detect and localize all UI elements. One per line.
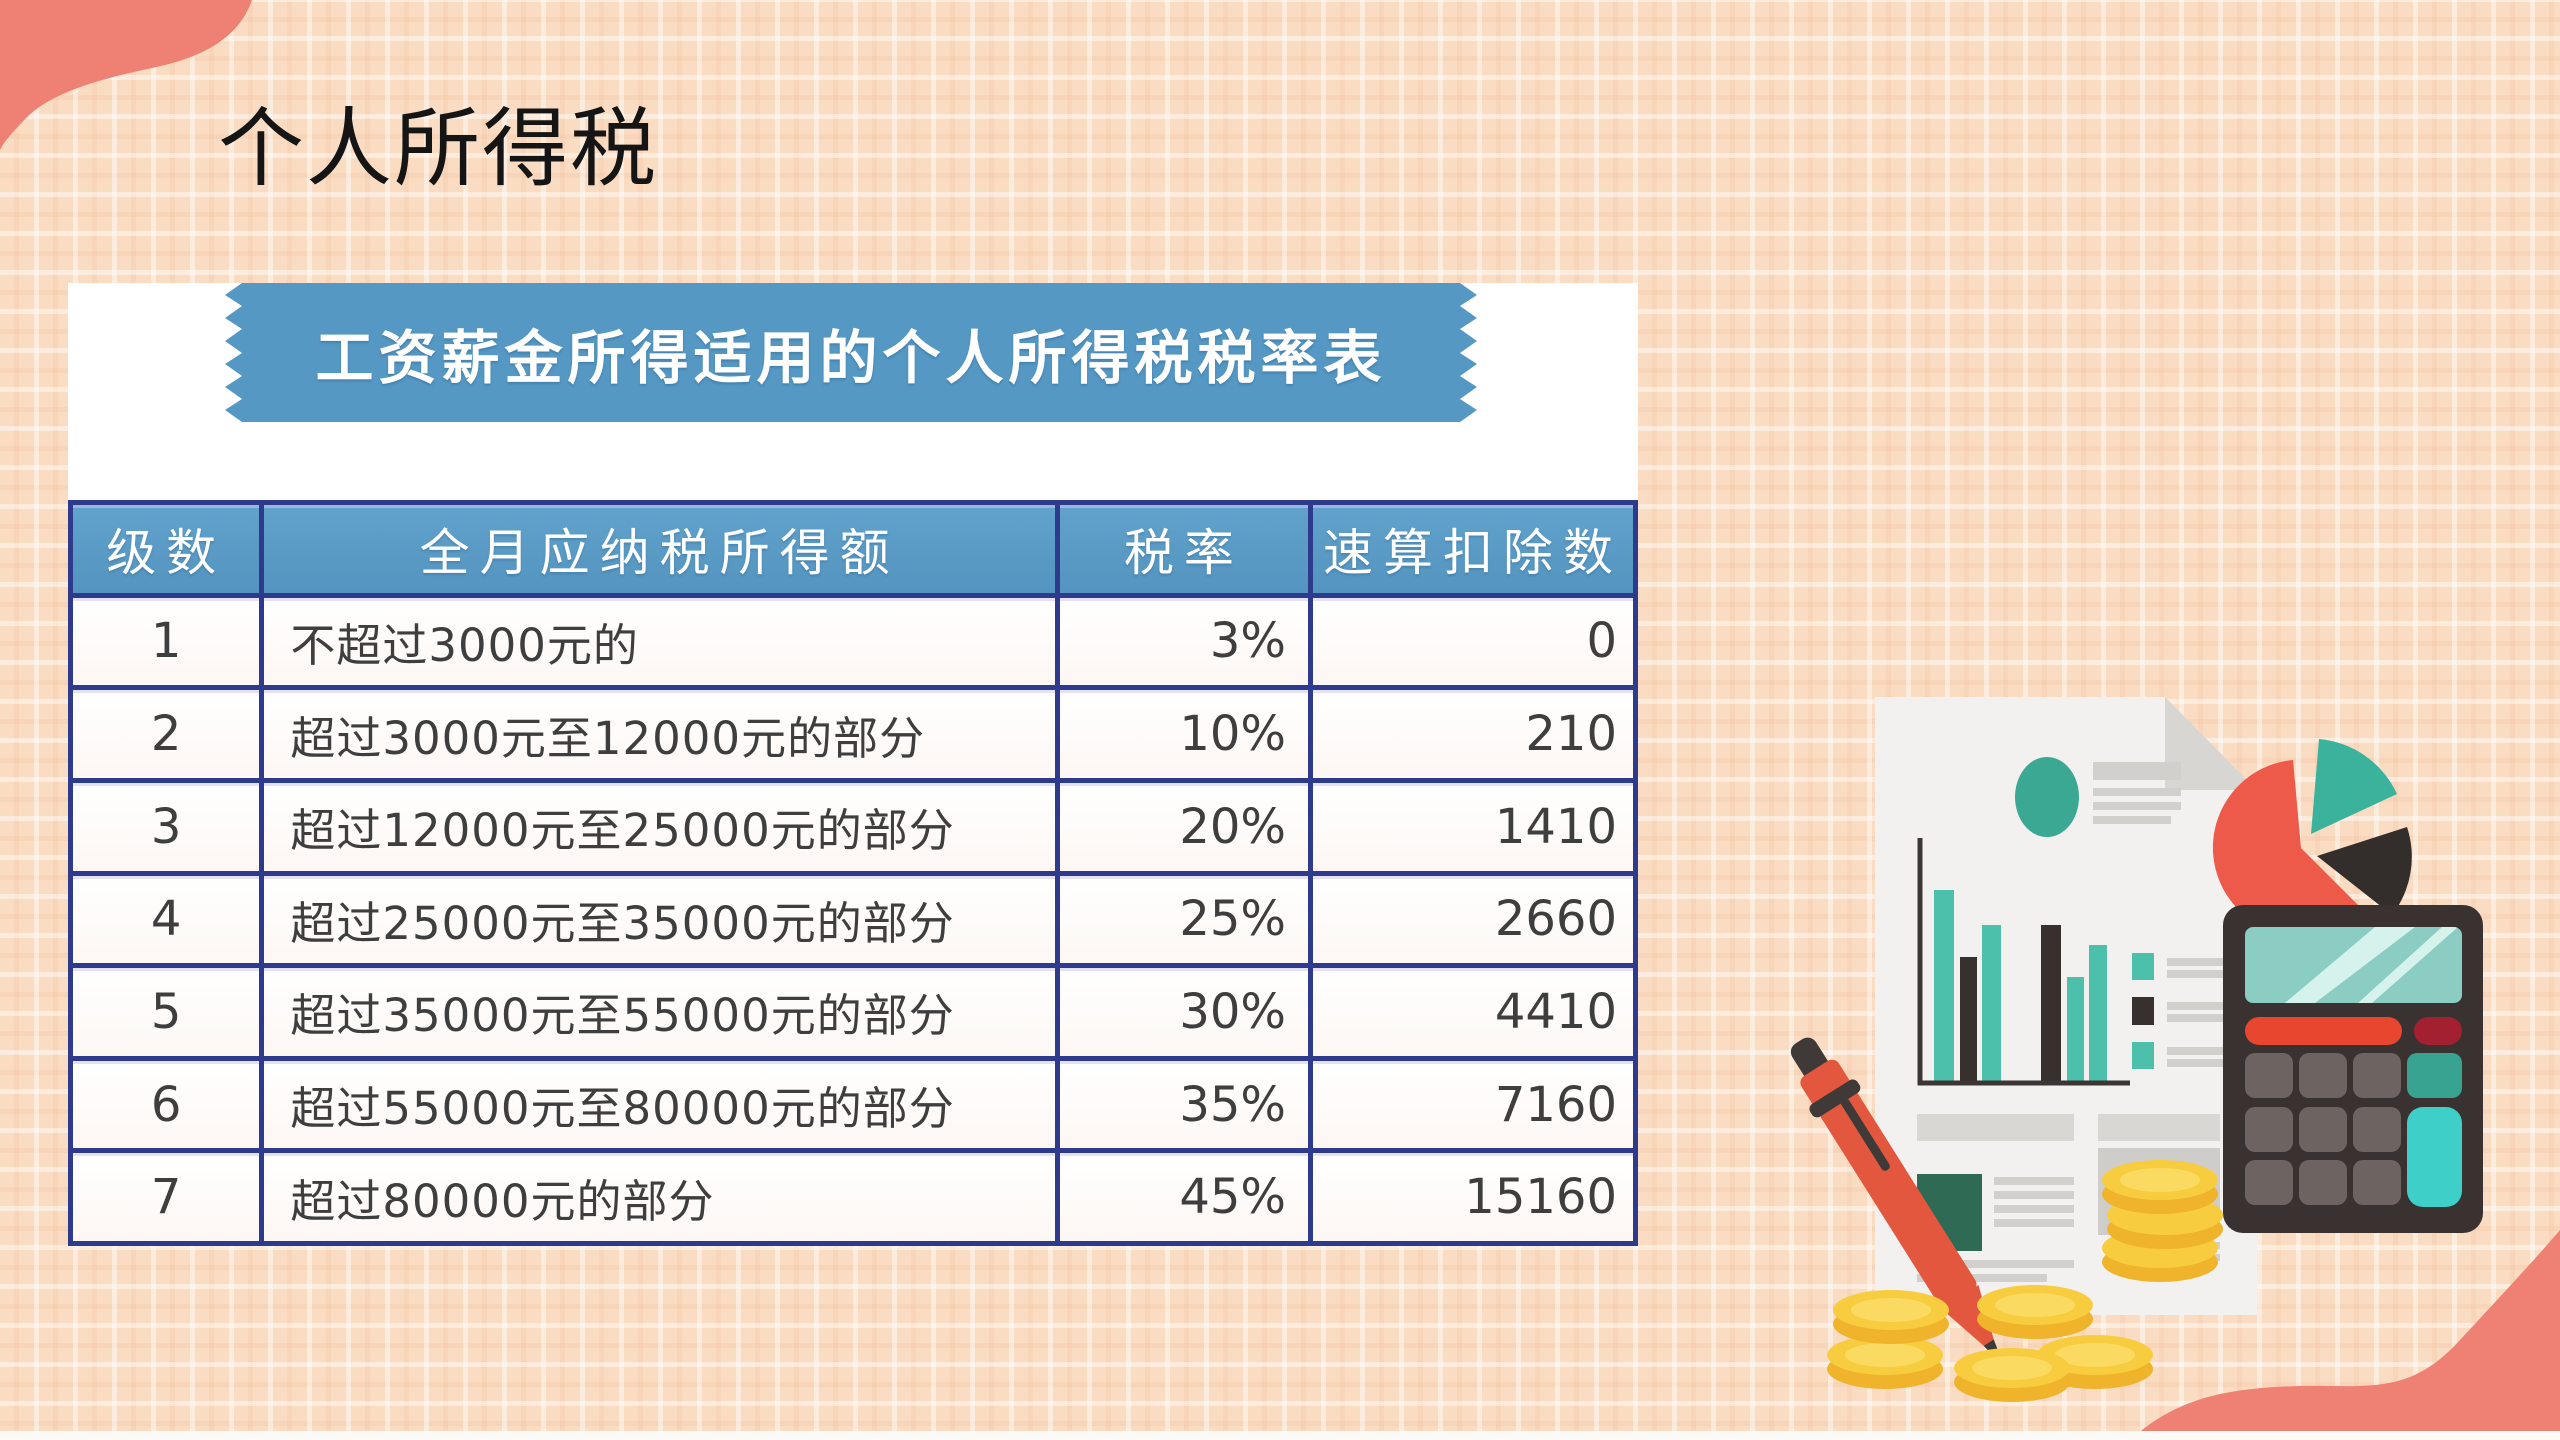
- cell-deduction: 0: [1313, 597, 1633, 686]
- cell-deduction: 210: [1313, 690, 1633, 778]
- cell-rate: 3%: [1059, 597, 1309, 686]
- bottom-edge-strip: [0, 1431, 2560, 1440]
- banner-title: 工资薪金所得适用的个人所得税税率表: [315, 323, 1387, 392]
- corner-blob-bottom-right: [2130, 1230, 2560, 1440]
- cell-level: 4: [73, 875, 260, 964]
- cell-rate: 25%: [1059, 875, 1309, 964]
- cell-rate: 35%: [1059, 1060, 1309, 1149]
- cell-rate: 30%: [1059, 968, 1309, 1056]
- tax-rate-table: 级数 全月应纳税所得额 税率 速算扣除数 1 不超过3000元的 3% 0 2 …: [68, 500, 1638, 1246]
- cell-rate: 45%: [1059, 1153, 1309, 1241]
- coins-icon: [1827, 1160, 2223, 1402]
- cell-deduction: 7160: [1313, 1060, 1633, 1149]
- header-cell-bracket: 全月应纳税所得额: [264, 505, 1055, 593]
- header-cell-deduction: 速算扣除数: [1313, 505, 1633, 593]
- table-panel: 工资薪金所得适用的个人所得税税率表 级数 全月应纳税所得额 税率 速算扣除数 1…: [68, 283, 1638, 1246]
- header-cell-rate: 税率: [1059, 505, 1309, 593]
- cell-deduction: 1410: [1313, 782, 1633, 871]
- bar-chart-icon: [1917, 838, 2130, 1086]
- cell-bracket: 超过80000元的部分: [264, 1153, 1055, 1241]
- ribbon-banner: 工资薪金所得适用的个人所得税税率表: [225, 283, 1477, 422]
- page-title: 个人所得税: [218, 99, 658, 199]
- cell-level: 3: [73, 782, 260, 871]
- pen-icon: [1790, 1037, 2001, 1361]
- cell-level: 7: [73, 1153, 260, 1241]
- finance-illustration: [1790, 697, 2483, 1402]
- cell-bracket: 超过12000元至25000元的部分: [264, 782, 1055, 871]
- cell-bracket: 超过35000元至55000元的部分: [264, 968, 1055, 1056]
- cell-level: 6: [73, 1060, 260, 1149]
- cell-level: 1: [73, 597, 260, 686]
- calculator-icon: [2223, 905, 2483, 1233]
- pie-chart-icon: [2212, 739, 2412, 936]
- cell-deduction: 15160: [1313, 1153, 1633, 1241]
- cell-bracket: 超过55000元至80000元的部分: [264, 1060, 1055, 1149]
- cell-rate: 20%: [1059, 782, 1309, 871]
- cell-bracket: 不超过3000元的: [264, 597, 1055, 686]
- cell-bracket: 超过25000元至35000元的部分: [264, 875, 1055, 964]
- cell-rate: 10%: [1059, 690, 1309, 778]
- cell-bracket: 超过3000元至12000元的部分: [264, 690, 1055, 778]
- cell-deduction: 2660: [1313, 875, 1633, 964]
- header-cell-level: 级数: [73, 505, 260, 593]
- cell-deduction: 4410: [1313, 968, 1633, 1056]
- corner-blob-top-left: [0, 0, 252, 150]
- cell-level: 5: [73, 968, 260, 1056]
- cell-level: 2: [73, 690, 260, 778]
